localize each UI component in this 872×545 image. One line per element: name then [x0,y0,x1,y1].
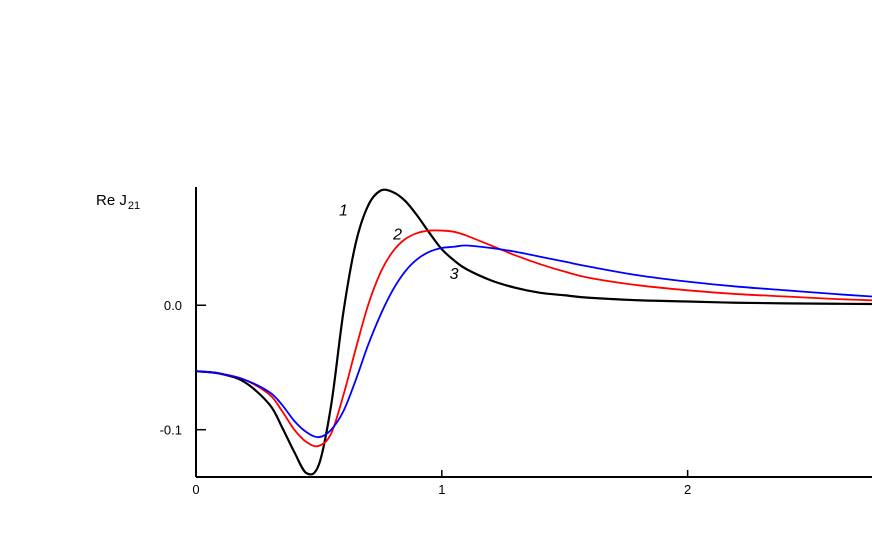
x-tick-label: 0 [192,482,199,497]
curve-labels: 1 2 3 [339,203,459,283]
y-tick-label: -0.1 [160,423,182,438]
y-axis-label-subscript: 21 [128,200,140,212]
series-line-1 [195,188,872,476]
y-axis-label: Re J21 [96,192,140,212]
series-line-2 [195,229,872,448]
curve-label-2: 2 [392,226,402,243]
curve-label-1: 1 [339,203,348,220]
y-axis-label-main: Re J [96,192,127,209]
series-line-3 [195,244,872,439]
curve-label-3: 3 [450,266,459,283]
curves [195,188,872,476]
ticks: 0 1 2 0.0 -0.1 [160,298,692,497]
y-tick-label: 0.0 [164,298,182,313]
x-tick-label: 2 [684,482,691,497]
axes [195,187,872,478]
x-tick-label: 1 [438,482,445,497]
